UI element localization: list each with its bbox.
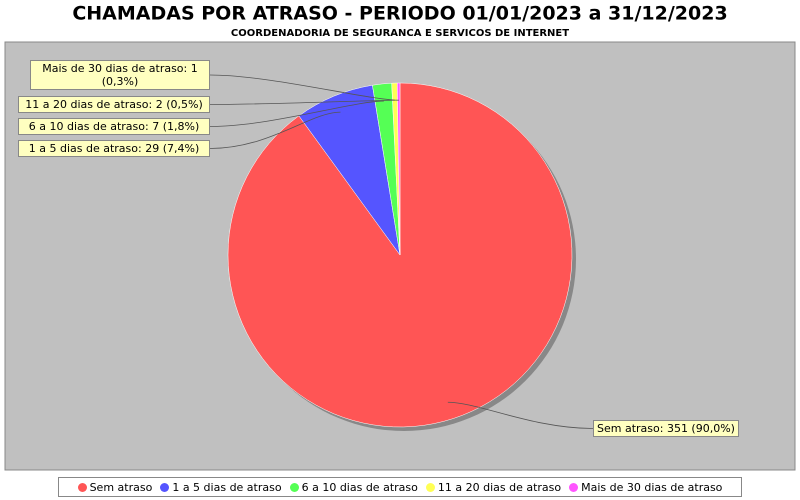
chart-subtitle: COORDENADORIA DE SEGURANCA E SERVICOS DE…	[231, 28, 569, 39]
slice-label: Mais de 30 dias de atraso: 1 (0,3%)	[30, 60, 210, 90]
legend-item: Sem atraso	[77, 480, 153, 494]
label-link	[209, 74, 399, 101]
label-link	[447, 401, 594, 429]
slice-label: 6 a 10 dias de atraso: 7 (1,8%)	[18, 118, 210, 135]
legend-item: 1 a 5 dias de atraso	[160, 480, 282, 494]
pie-slice	[396, 82, 401, 256]
legend: Sem atraso 1 a 5 dias de atraso 6 a 10 dia…	[58, 477, 742, 497]
label-link	[209, 99, 396, 105]
label-link	[209, 100, 384, 127]
label-link	[209, 111, 341, 149]
legend-label: 6 a 10 dias de atraso	[301, 480, 418, 494]
slice-label: Sem atraso: 351 (90,0%)	[593, 420, 739, 437]
pie-slice	[227, 82, 573, 428]
legend-marker	[569, 482, 579, 492]
legend-item: 6 a 10 dias de atraso	[289, 480, 418, 494]
legend-marker	[160, 482, 170, 492]
slice-label: 1 a 5 dias de atraso: 29 (7,4%)	[18, 140, 210, 157]
legend-marker	[289, 482, 299, 492]
slice-label: 11 a 20 dias de atraso: 2 (0,5%)	[18, 96, 210, 113]
legend-item: 11 a 20 dias de atraso	[425, 480, 562, 494]
legend-label: Sem atraso	[89, 480, 153, 494]
legend-label: 11 a 20 dias de atraso	[437, 480, 562, 494]
legend-label: 1 a 5 dias de atraso	[172, 480, 282, 494]
legend-label: Mais de 30 dias de atraso	[581, 480, 723, 494]
legend-item: Mais de 30 dias de atraso	[569, 481, 722, 494]
chart-title: CHAMADAS POR ATRASO - PERIODO 01/01/2023…	[72, 3, 727, 25]
legend-marker	[77, 482, 87, 492]
legend-marker	[425, 482, 435, 492]
